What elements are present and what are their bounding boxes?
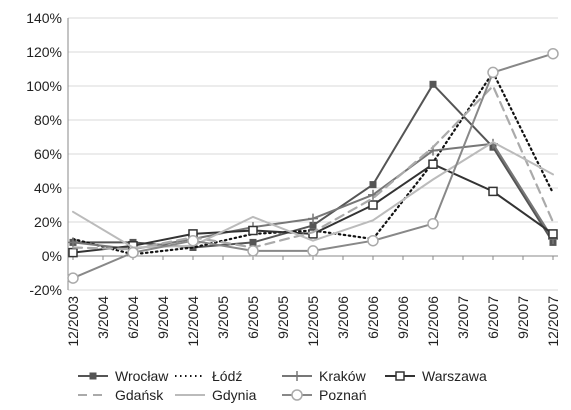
series-line-warszawa bbox=[72, 163, 554, 254]
y-tick-label: 0% bbox=[42, 248, 62, 264]
point-krako-w-marker bbox=[68, 237, 78, 248]
y-tick-label: 60% bbox=[34, 146, 62, 162]
legend-item--o-dz-: Łódź bbox=[175, 368, 242, 384]
point-warszawa-marker bbox=[368, 200, 378, 210]
series-warszawa bbox=[68, 159, 558, 258]
point-poznan--marker bbox=[487, 66, 499, 79]
legend-label: Łódź bbox=[212, 368, 242, 384]
series-poznan- bbox=[67, 47, 559, 284]
x-tick-label: 12/2003 bbox=[65, 296, 81, 347]
series-line-gdan-sk bbox=[71, 84, 555, 251]
series-line-poznan- bbox=[72, 52, 554, 280]
legend-item-krako-w: Kraków bbox=[282, 368, 367, 384]
point-poznan--marker bbox=[67, 272, 79, 284]
point-poznan--marker bbox=[187, 234, 199, 247]
legend-label: Wrocław bbox=[115, 368, 169, 384]
point-poznan--marker bbox=[127, 246, 139, 259]
series-lines bbox=[67, 47, 559, 284]
x-tick-label: 12/2007 bbox=[545, 296, 561, 347]
point-poznan--marker bbox=[367, 234, 379, 247]
series-wroc-aw bbox=[69, 80, 557, 251]
y-tick-label: 100% bbox=[26, 78, 62, 94]
legend-label: Gdynia bbox=[212, 387, 257, 403]
x-tick-label: 12/2006 bbox=[425, 296, 441, 347]
y-tick-label: -20% bbox=[29, 282, 62, 298]
x-tick-label: 9/2007 bbox=[515, 296, 531, 339]
x-tick-label: 3/2004 bbox=[95, 296, 111, 339]
x-tick-label: 12/2004 bbox=[185, 296, 201, 347]
legend-label: Poznań bbox=[319, 387, 366, 403]
legend-item-gdan-sk: Gdańsk bbox=[78, 387, 164, 403]
legend-krako-w-marker bbox=[292, 371, 302, 381]
x-tick-label: 6/2007 bbox=[485, 296, 501, 339]
point-warszawa-marker bbox=[488, 186, 498, 197]
point-warszawa-marker bbox=[548, 229, 558, 239]
y-tick-label: 140% bbox=[26, 10, 62, 26]
point-wroc-aw-marker bbox=[369, 181, 377, 189]
legend-poznan--marker bbox=[291, 389, 303, 401]
legend-label: Kraków bbox=[319, 368, 367, 384]
point-wroc-aw-marker bbox=[429, 80, 437, 88]
point-poznan--marker bbox=[547, 47, 559, 60]
series-gdynia bbox=[72, 141, 554, 249]
x-tick-label: 9/2004 bbox=[155, 296, 171, 339]
x-tick-label: 3/2005 bbox=[215, 296, 231, 339]
y-axis-tick-labels: -20% 0% 20% 40% 60% 80% 100% 120% 140% bbox=[26, 10, 62, 298]
series-gdan-sk bbox=[71, 84, 555, 251]
point-poznan--marker bbox=[307, 245, 319, 257]
legend-wroc-aw-marker bbox=[89, 372, 97, 380]
point-krako-w-marker bbox=[308, 213, 318, 224]
point-warszawa-marker bbox=[68, 247, 78, 258]
point-wroc-aw-marker bbox=[309, 221, 317, 229]
legend-item-gdynia: Gdynia bbox=[175, 387, 257, 403]
y-tick-label: 40% bbox=[34, 180, 62, 196]
x-tick-label: 12/2005 bbox=[305, 296, 321, 347]
x-tick-label: 6/2004 bbox=[125, 296, 141, 339]
legend-label: Warszawa bbox=[422, 368, 487, 384]
y-tick-label: 120% bbox=[26, 44, 62, 60]
point-poznan--marker bbox=[247, 245, 259, 257]
x-axis-tick-labels: 12/2003 3/2004 6/2004 9/2004 12/2004 3/2005 6/… bbox=[65, 296, 561, 347]
legend: Wrocław Łódź Kraków Warszawa Gdańsk Gdynia Poz… bbox=[78, 368, 487, 403]
x-tick-label: 3/2006 bbox=[335, 296, 351, 339]
series-line-gdynia bbox=[72, 141, 554, 249]
legend-item-warszawa: Warszawa bbox=[385, 368, 487, 384]
x-tick-label: 3/2007 bbox=[455, 296, 471, 339]
legend-item-poznan-: Poznań bbox=[282, 387, 366, 403]
legend-warszawa-marker bbox=[395, 371, 405, 381]
x-tick-label: 9/2006 bbox=[395, 296, 411, 339]
y-tick-label: 20% bbox=[34, 214, 62, 230]
x-tick-label: 9/2005 bbox=[275, 296, 291, 339]
point-warszawa-marker bbox=[248, 225, 258, 236]
x-tick-label: 6/2005 bbox=[245, 296, 261, 339]
x-tick-label: 6/2006 bbox=[365, 296, 381, 339]
point-poznan--marker bbox=[427, 217, 439, 230]
point-wroc-aw-marker bbox=[249, 238, 257, 246]
legend-item-wroc-aw: Wrocław bbox=[78, 368, 169, 384]
point-warszawa-marker bbox=[428, 159, 438, 169]
legend-label: Gdańsk bbox=[115, 387, 164, 403]
y-tick-label: 80% bbox=[34, 112, 62, 128]
